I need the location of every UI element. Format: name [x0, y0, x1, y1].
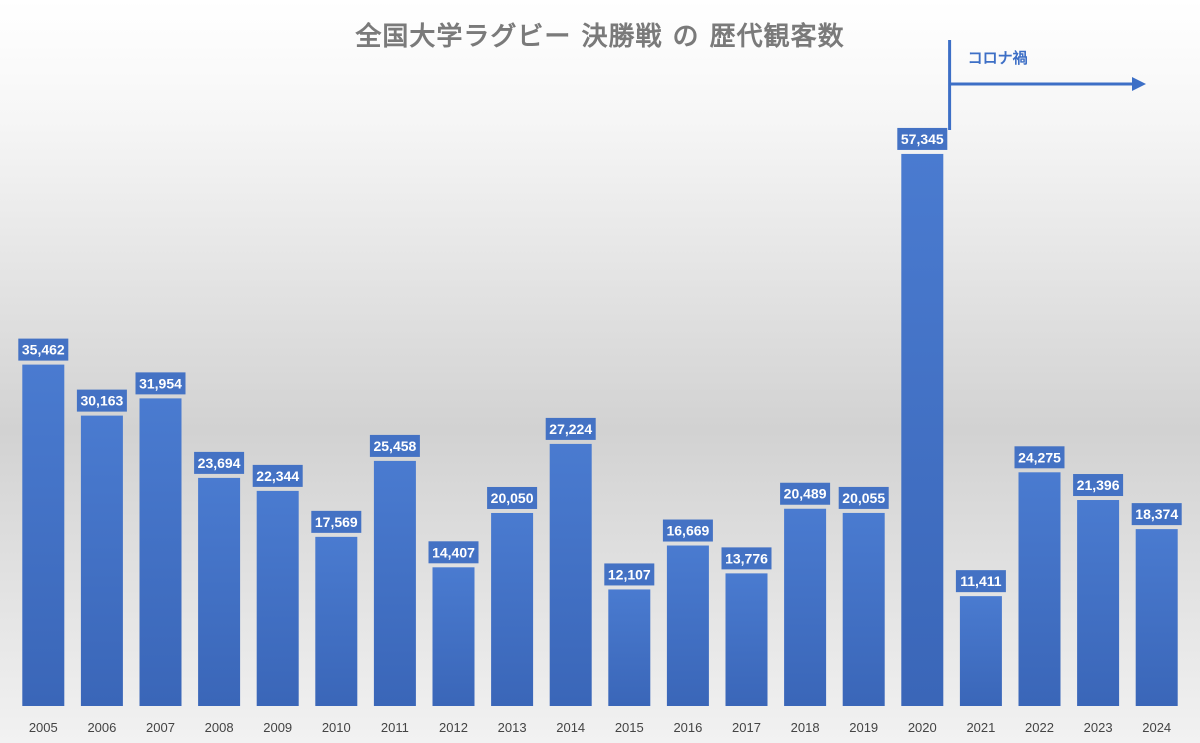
- data-label-2008: 23,694: [198, 455, 241, 471]
- bar-2006: [80, 415, 123, 706]
- x-tick-label-2009: 2009: [263, 720, 292, 735]
- data-label-2024: 18,374: [1135, 506, 1178, 522]
- x-tick-label-2019: 2019: [849, 720, 878, 735]
- data-label-box-2021: [955, 570, 1006, 593]
- bar-2015: [608, 589, 651, 706]
- data-label-2011: 25,458: [373, 438, 416, 454]
- data-label-box-2022: [1014, 446, 1065, 469]
- data-label-2020: 57,345: [901, 131, 944, 147]
- x-tick-label-2008: 2008: [205, 720, 234, 735]
- bar-2011: [373, 460, 416, 706]
- bar-2017: [725, 573, 768, 706]
- x-tick-label-2015: 2015: [615, 720, 644, 735]
- bar-2019: [842, 512, 885, 706]
- x-tick-label-2014: 2014: [556, 720, 585, 735]
- bar-2014: [549, 443, 592, 706]
- bar-2022: [1018, 472, 1061, 706]
- x-tick-label-2022: 2022: [1025, 720, 1054, 735]
- bar-2020: [901, 153, 944, 707]
- annotation-arrow-head: [1132, 77, 1146, 91]
- bar-2007: [139, 398, 182, 706]
- annotation-label: コロナ禍: [968, 49, 1028, 67]
- data-label-box-2007: [135, 372, 186, 395]
- data-label-box-2024: [1131, 503, 1182, 526]
- x-tick-label-2011: 2011: [381, 720, 409, 735]
- data-label-box-2018: [780, 482, 831, 505]
- x-tick-label-2005: 2005: [29, 720, 58, 735]
- bar-2010: [315, 536, 358, 706]
- data-label-box-2008: [194, 451, 245, 474]
- data-label-box-2009: [252, 464, 303, 487]
- x-tick-label-2020: 2020: [908, 720, 937, 735]
- x-tick-label-2012: 2012: [439, 720, 468, 735]
- x-tick-label-2018: 2018: [791, 720, 820, 735]
- data-label-box-2017: [721, 547, 772, 570]
- bar-2016: [666, 545, 709, 706]
- data-label-box-2006: [76, 389, 127, 412]
- x-tick-label-2013: 2013: [498, 720, 527, 735]
- data-label-box-2014: [545, 417, 596, 440]
- data-label-2015: 12,107: [608, 566, 651, 582]
- data-label-box-2016: [662, 519, 713, 542]
- data-label-2012: 14,407: [432, 544, 475, 560]
- data-label-2007: 31,954: [139, 375, 182, 391]
- data-label-2017: 13,776: [725, 550, 768, 566]
- data-label-2023: 21,396: [1077, 477, 1120, 493]
- x-tick-label-2007: 2007: [146, 720, 175, 735]
- covid-annotation: コロナ禍: [948, 40, 1146, 130]
- data-label-2022: 24,275: [1018, 449, 1061, 465]
- data-label-box-2020: [897, 127, 948, 150]
- bar-2018: [784, 508, 827, 706]
- bar-2021: [959, 596, 1002, 706]
- data-label-box-2013: [487, 486, 538, 509]
- bar-2012: [432, 567, 475, 706]
- data-label-2013: 20,050: [491, 490, 534, 506]
- data-label-2019: 20,055: [842, 490, 885, 506]
- bars-group: 35,462 30,163 31,954 23,694 22,344 17,569 25,4…: [18, 127, 1182, 707]
- data-label-box-2010: [311, 510, 362, 533]
- data-label-box-2012: [428, 541, 479, 564]
- x-tick-label-2006: 2006: [87, 720, 116, 735]
- x-tick-label-2017: 2017: [732, 720, 761, 735]
- data-label-2018: 20,489: [784, 486, 827, 502]
- data-label-2005: 35,462: [22, 342, 65, 358]
- x-tick-label-2021: 2021: [966, 720, 995, 735]
- x-tick-label-2010: 2010: [322, 720, 351, 735]
- data-label-box-2005: [18, 338, 69, 361]
- data-label-2014: 27,224: [549, 421, 592, 437]
- data-label-2006: 30,163: [80, 393, 123, 409]
- bar-2024: [1135, 529, 1178, 706]
- x-tick-label-2024: 2024: [1142, 720, 1171, 735]
- data-label-box-2019: [838, 486, 889, 509]
- bar-2008: [198, 477, 241, 706]
- bar-2005: [22, 364, 65, 706]
- x-tick-label-2023: 2023: [1084, 720, 1113, 735]
- data-label-2021: 11,411: [960, 573, 1001, 589]
- bar-2013: [491, 512, 534, 706]
- data-label-box-2015: [604, 563, 655, 586]
- bar-2023: [1077, 500, 1120, 706]
- data-label-box-2023: [1073, 474, 1124, 497]
- chart-title: 全国大学ラグビー 決勝戦 の 歴代観客数: [355, 22, 845, 52]
- bar-2009: [256, 490, 299, 706]
- data-label-2009: 22,344: [256, 468, 299, 484]
- x-axis-ticks: 2005 2006 2007 2008 2009 2010 2011 2012 2013 2014…: [29, 720, 1171, 735]
- data-label-box-2011: [369, 434, 420, 457]
- data-label-2010: 17,569: [315, 514, 358, 530]
- x-tick-label-2016: 2016: [673, 720, 702, 735]
- data-label-2016: 16,669: [666, 523, 709, 539]
